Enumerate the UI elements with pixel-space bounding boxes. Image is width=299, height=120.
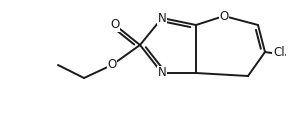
Text: O: O: [107, 59, 117, 72]
Text: O: O: [219, 9, 229, 23]
Text: O: O: [110, 18, 120, 31]
Text: N: N: [158, 12, 166, 24]
Text: N: N: [158, 66, 166, 79]
Text: Cl: Cl: [273, 45, 285, 59]
